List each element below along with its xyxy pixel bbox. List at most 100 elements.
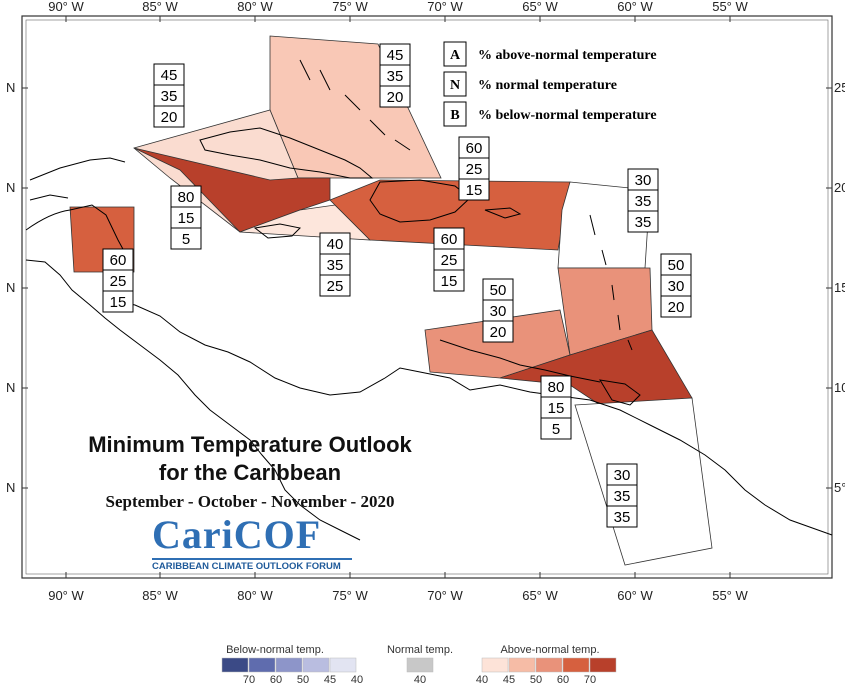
lat-label-left: N <box>6 180 15 195</box>
probability-value: 35 <box>635 193 652 210</box>
probability-value: 15 <box>178 210 195 227</box>
lat-label-left: N <box>6 480 15 495</box>
probability-value: 5 <box>182 231 190 248</box>
colorbar-below-label: Below-normal temp. <box>226 644 324 656</box>
probability-value: 45 <box>387 47 404 64</box>
legend-letter-box <box>443 71 467 97</box>
probability-value: 30 <box>668 278 685 295</box>
probability-cell <box>606 505 638 528</box>
probability-value: 35 <box>327 257 344 274</box>
lat-label-right: 25 <box>834 80 845 95</box>
probability-value: 50 <box>668 257 685 274</box>
probability-value: 45 <box>161 67 178 84</box>
probability-value: 20 <box>490 324 507 341</box>
lat-label-right: 10 <box>834 380 845 395</box>
colorbar-tick: 40 <box>351 674 363 684</box>
colorbar-swatch <box>302 657 330 673</box>
probability-cell <box>660 295 692 318</box>
map-inner-frame <box>25 19 829 575</box>
probability-value: 60 <box>466 140 483 157</box>
lat-label-left: N <box>6 380 15 395</box>
lon-label-bottom: 85° W <box>142 588 178 603</box>
lon-label-top: 55° W <box>712 0 748 14</box>
colorbar-tick: 50 <box>297 674 309 684</box>
probability-cell <box>379 85 411 108</box>
lon-label-top: 75° W <box>332 0 368 14</box>
map-period: September - October - November - 2020 <box>105 492 395 511</box>
probability-value: 25 <box>327 278 344 295</box>
lon-label-top: 60° W <box>617 0 653 14</box>
colorbar-tick: 60 <box>270 674 282 684</box>
colorbar-swatch <box>562 657 590 673</box>
probability-value: 15 <box>441 273 458 290</box>
lon-label-top: 80° W <box>237 0 273 14</box>
abn-legend: A % above-normal temperature N % normal … <box>443 41 657 127</box>
map-subtitle: for the Caribbean <box>158 460 342 485</box>
probability-cell <box>319 274 351 297</box>
probability-cell <box>170 227 202 250</box>
colorbar-tick: 50 <box>530 674 542 684</box>
probability-value: 20 <box>387 89 404 106</box>
legend-letter-n: N <box>450 78 460 93</box>
colorbar: Below-normal temp. Normal temp. Above-no… <box>221 644 617 684</box>
probability-value: 25 <box>441 252 458 269</box>
probability-value: 15 <box>110 294 127 311</box>
coastlines <box>25 59 833 541</box>
colorbar-tick: 40 <box>476 674 488 684</box>
colorbar-tick: 45 <box>503 674 515 684</box>
probability-value: 25 <box>110 273 127 290</box>
probability-value: 35 <box>635 214 652 231</box>
probability-value: 25 <box>466 161 483 178</box>
axis-ticks <box>22 16 832 578</box>
lat-label-left: N <box>6 80 15 95</box>
probability-cell <box>433 269 465 292</box>
probability-value: 35 <box>614 488 631 505</box>
probability-value: 40 <box>327 236 344 253</box>
logo-subtitle: CARIBBEAN CLIMATE OUTLOOK FORUM <box>152 561 341 572</box>
probability-cell <box>540 417 572 440</box>
lon-label-bottom: 65° W <box>522 588 558 603</box>
probability-value: 20 <box>161 109 178 126</box>
colorbar-swatch <box>508 657 536 673</box>
colorbar-swatch <box>221 657 249 673</box>
probability-value: 50 <box>490 282 507 299</box>
map-title: Minimum Temperature Outlook <box>88 432 412 457</box>
colorbar-above-label: Above-normal temp. <box>500 644 599 656</box>
legend-text-a: % above-normal temperature <box>478 48 657 63</box>
probability-value: 30 <box>635 172 652 189</box>
lon-label-bottom: 75° W <box>332 588 368 603</box>
lat-label-right: 15 <box>834 280 845 295</box>
probability-value: 35 <box>614 509 631 526</box>
legend-letter-box <box>443 41 467 67</box>
colorbar-swatch <box>589 657 617 673</box>
probability-value: 20 <box>668 299 685 316</box>
probability-value: 80 <box>178 189 195 206</box>
legend-letter-box <box>443 101 467 127</box>
probability-value: 60 <box>441 231 458 248</box>
lon-label-bottom: 70° W <box>427 588 463 603</box>
colorbar-normal-label: Normal temp. <box>387 644 453 656</box>
probability-value: 15 <box>466 182 483 199</box>
legend-text-n: % normal temperature <box>478 78 617 93</box>
colorbar-tick: 70 <box>243 674 255 684</box>
colorbar-swatch <box>275 657 303 673</box>
colorbar-swatch <box>481 657 509 673</box>
probability-cell <box>482 320 514 343</box>
probability-boxes: 45 35 20 45 35 20 60 25 15 60 25 15 80 15 5 40 35 25 60 25 1… <box>102 43 692 528</box>
colorbar-tick: 70 <box>584 674 596 684</box>
logo-name: CariCOF <box>152 512 322 557</box>
legend-letter-b: B <box>450 108 459 123</box>
lat-label-left: N <box>6 280 15 295</box>
colorbar-tick: 60 <box>557 674 569 684</box>
lon-label-top: 85° W <box>142 0 178 14</box>
lat-label-right: 20 <box>834 180 845 195</box>
probability-cell <box>627 210 659 233</box>
lat-label-right: 5° <box>834 480 845 495</box>
lon-label-top: 70° W <box>427 0 463 14</box>
lon-label-bottom: 60° W <box>617 588 653 603</box>
lon-label-top: 90° W <box>48 0 84 14</box>
lon-label-bottom: 80° W <box>237 588 273 603</box>
probability-value: 30 <box>490 303 507 320</box>
probability-value: 15 <box>548 400 565 417</box>
